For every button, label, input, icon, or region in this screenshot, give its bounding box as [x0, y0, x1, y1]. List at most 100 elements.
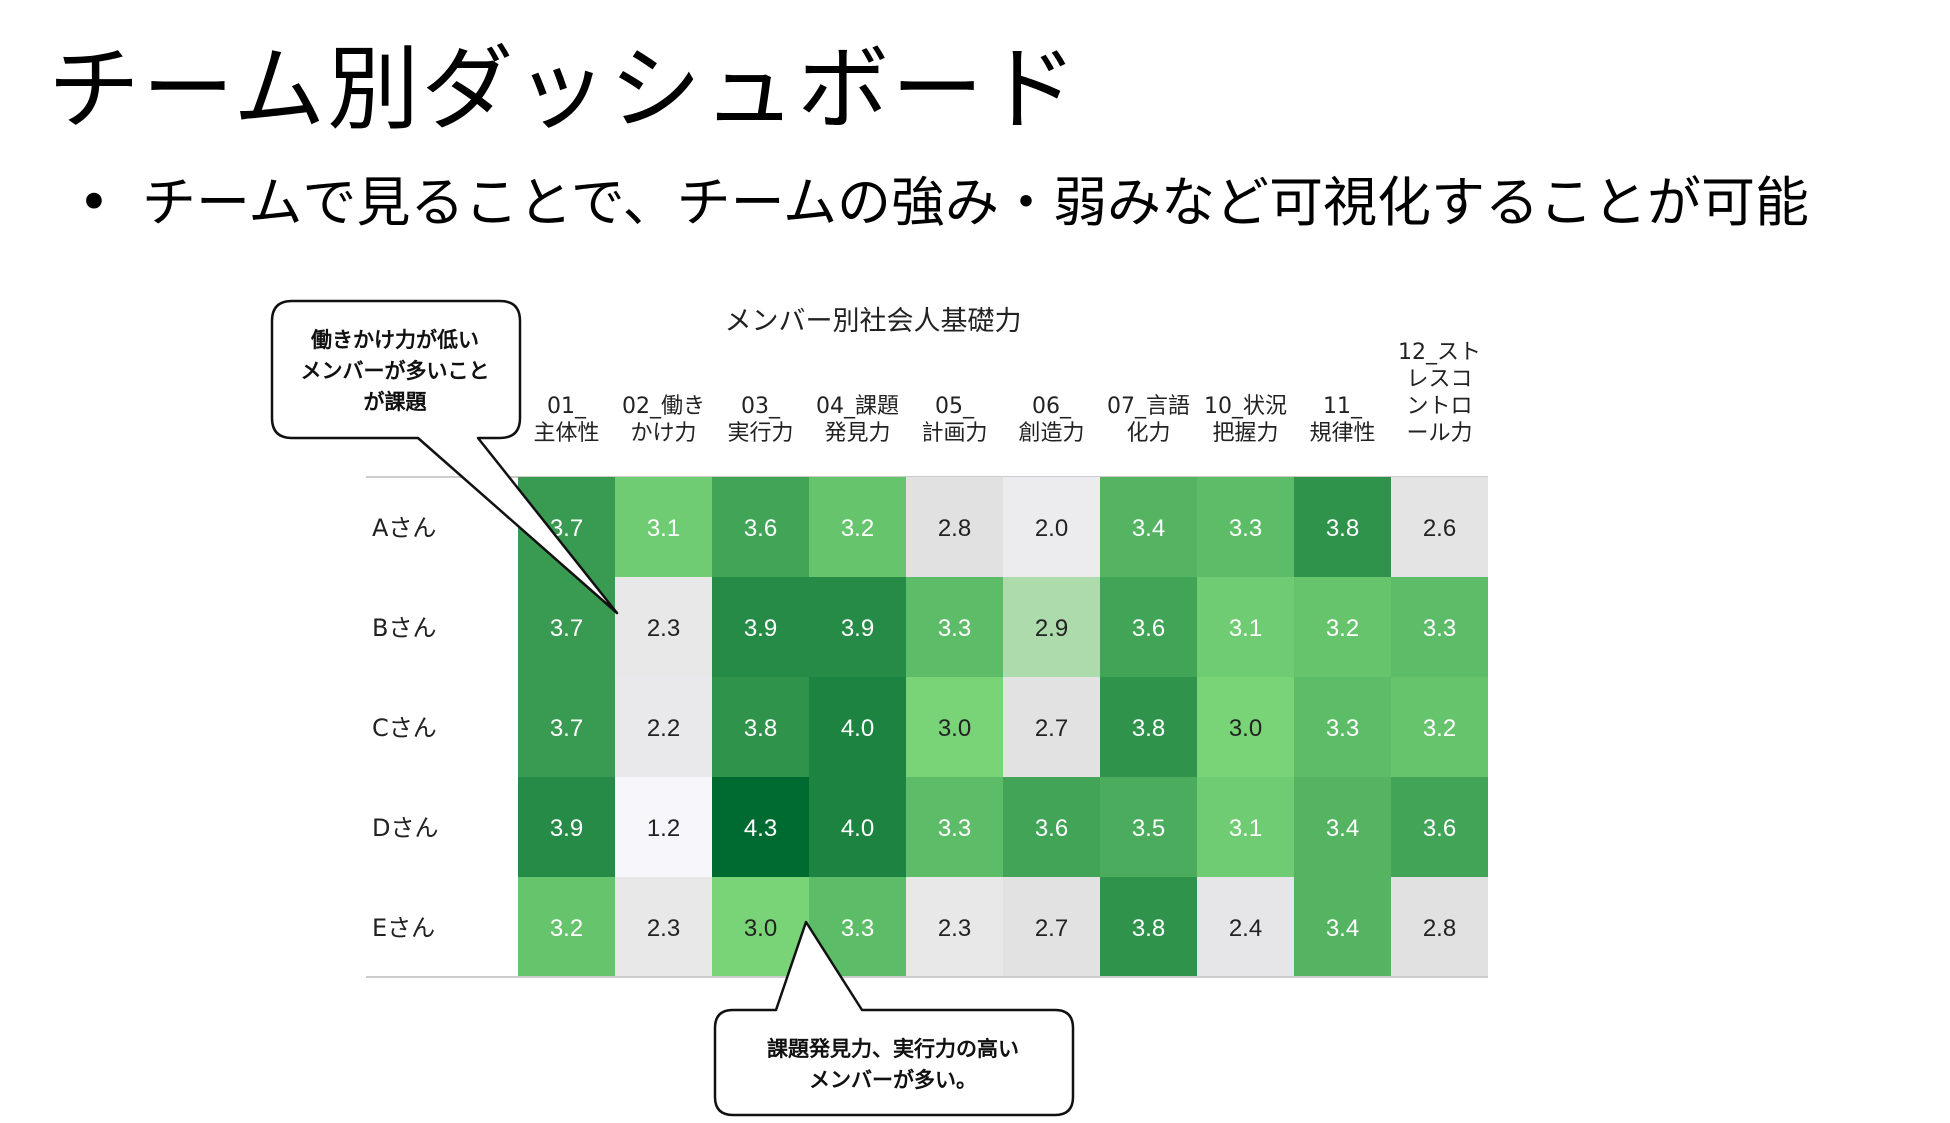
heatmap-cell — [1294, 577, 1391, 677]
heatmap-cell — [712, 677, 809, 777]
heatmap-cell — [615, 777, 712, 877]
cell-value: 2.8 — [938, 515, 971, 542]
column-header: 11_ — [1323, 394, 1363, 419]
heatmap-cell — [1003, 877, 1100, 977]
heatmap-cell — [1100, 477, 1197, 577]
heatmap-cell — [1197, 777, 1294, 877]
cell-value: 2.3 — [938, 915, 971, 942]
heatmap-cell — [809, 677, 906, 777]
cell-value: 3.9 — [744, 615, 777, 642]
heatmap-cell — [1003, 777, 1100, 877]
heatmap-cell — [1100, 577, 1197, 677]
callout-text: が課題 — [364, 390, 428, 414]
cell-value: 3.8 — [744, 715, 777, 742]
heatmap-cell — [906, 777, 1003, 877]
column-header: 創造力 — [1018, 421, 1084, 446]
row-label: Cさん — [372, 714, 437, 742]
bullet-text: チームで見ることで、チームの強み・弱みなど可視化することが可能 — [142, 171, 1809, 234]
heatmap-cell — [712, 777, 809, 877]
callout-bubble — [270, 299, 619, 615]
cell-value: 2.6 — [1423, 515, 1456, 542]
column-header: 発見力 — [824, 421, 890, 446]
callout-text: メンバーが多いこと — [301, 359, 490, 383]
cell-value: 3.2 — [1423, 715, 1456, 742]
cell-value: 2.3 — [647, 615, 680, 642]
heatmap-cell — [615, 577, 712, 677]
column-header: 02_働き — [622, 394, 705, 419]
heatmap-cell — [1294, 677, 1391, 777]
heatmap-cell — [712, 577, 809, 677]
heatmap-cell — [1003, 677, 1100, 777]
heatmap-cell — [1197, 877, 1294, 977]
column-header: 05_ — [935, 394, 975, 419]
heatmap-cell — [1391, 477, 1488, 577]
callout-text: メンバーが多い。 — [809, 1068, 977, 1092]
column-header: 10_状況 — [1204, 394, 1287, 419]
cell-value: 3.0 — [1229, 715, 1262, 742]
heatmap-cell — [1100, 777, 1197, 877]
row-label: Aさん — [372, 514, 436, 542]
column-header: 03_ — [741, 394, 781, 419]
cell-value: 3.7 — [550, 715, 583, 742]
heatmap-cell — [1391, 677, 1488, 777]
heatmap-cell — [615, 877, 712, 977]
cell-value: 2.4 — [1229, 915, 1262, 942]
heatmap-cell — [809, 577, 906, 677]
heatmap-cell — [1003, 477, 1100, 577]
column-header: 04_課題 — [816, 394, 899, 419]
cell-value: 4.0 — [841, 715, 874, 742]
cell-value: 3.6 — [744, 515, 777, 542]
row-label: Dさん — [372, 814, 438, 842]
cell-value: 2.2 — [647, 715, 680, 742]
cell-value: 4.3 — [744, 815, 777, 842]
cell-value: 3.1 — [1229, 815, 1262, 842]
column-header: レスコ — [1406, 367, 1472, 392]
cell-value: 3.6 — [1423, 815, 1456, 842]
cell-value: 3.0 — [938, 715, 971, 742]
row-label: Eさん — [372, 914, 435, 942]
heatmap-cell — [809, 777, 906, 877]
bullet-item: • チームで見ることで、チームの強み・弱みなど可視化することが可能 — [78, 176, 1809, 230]
cell-value: 3.6 — [1035, 815, 1068, 842]
cell-value: 3.4 — [1132, 515, 1165, 542]
cell-value: 3.8 — [1132, 915, 1165, 942]
heatmap-cell — [1294, 777, 1391, 877]
heatmap-cell — [1391, 577, 1488, 677]
column-header: 実行力 — [727, 421, 793, 446]
cell-value: 3.3 — [1229, 515, 1262, 542]
cell-value: 3.8 — [1326, 515, 1359, 542]
callout-text: 働きかけ力が低い — [310, 328, 479, 352]
cell-value: 2.8 — [1423, 915, 1456, 942]
cell-value: 2.9 — [1035, 615, 1068, 642]
cell-value: 3.3 — [1423, 615, 1456, 642]
column-header: ントロ — [1406, 394, 1472, 419]
cell-value: 3.6 — [1132, 615, 1165, 642]
row-label: Bさん — [372, 614, 436, 642]
column-header: 07_言語 — [1107, 394, 1190, 419]
cell-value: 2.7 — [1035, 915, 1068, 942]
cell-value: 4.0 — [841, 815, 874, 842]
cell-value: 3.0 — [744, 915, 777, 942]
heatmap-cell — [518, 777, 615, 877]
cell-value: 3.9 — [550, 815, 583, 842]
cell-value: 3.2 — [550, 915, 583, 942]
heatmap-cell — [615, 677, 712, 777]
cell-value: 3.1 — [647, 515, 680, 542]
chart-title: メンバー別社会人基礎力 — [725, 306, 1022, 337]
heatmap-cell — [518, 677, 615, 777]
cell-value: 2.0 — [1035, 515, 1068, 542]
cell-value: 3.2 — [1326, 615, 1359, 642]
cell-value: 3.5 — [1132, 815, 1165, 842]
callout-text: 課題発見力、実行力の高い — [767, 1037, 1019, 1061]
cell-value: 3.3 — [1326, 715, 1359, 742]
heatmap-cell — [1197, 677, 1294, 777]
column-header: 12_スト — [1398, 340, 1481, 365]
cell-value: 3.2 — [841, 515, 874, 542]
heatmap-cell — [906, 477, 1003, 577]
slide-title: チーム別ダッシュボード — [48, 36, 1080, 143]
heatmap-cell — [906, 677, 1003, 777]
column-header: 把握力 — [1212, 421, 1278, 446]
heatmap-cell — [712, 477, 809, 577]
heatmap-cell — [518, 877, 615, 977]
cell-value: 2.7 — [1035, 715, 1068, 742]
